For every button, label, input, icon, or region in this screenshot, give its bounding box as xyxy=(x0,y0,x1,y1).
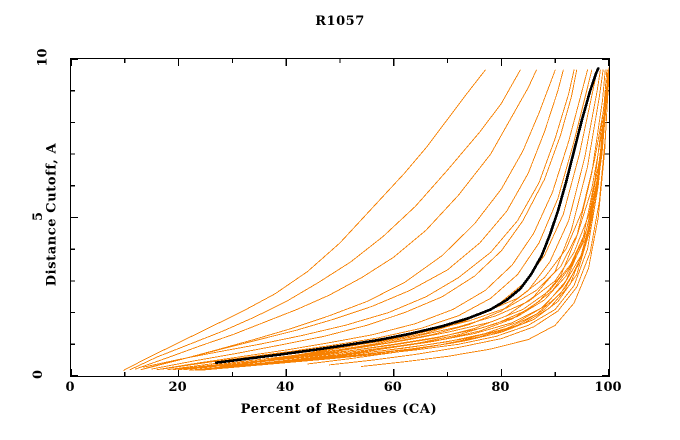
model-curve xyxy=(285,67,609,364)
x-tick-label: 40 xyxy=(276,380,295,395)
x-tick-label: 20 xyxy=(168,380,187,395)
model-curve xyxy=(162,69,593,370)
y-tick-label: 0 xyxy=(31,367,47,382)
model-curve xyxy=(135,69,537,370)
model-curve xyxy=(140,69,556,371)
y-tick-label-text: 0 xyxy=(31,369,47,380)
model-curve xyxy=(167,69,598,371)
x-tick-label: 0 xyxy=(65,380,75,395)
model-curve xyxy=(361,67,609,367)
y-axis-title: Distance Cutoff, A xyxy=(44,142,60,287)
model-curve xyxy=(172,69,601,371)
plot-area xyxy=(70,58,610,377)
model-curve xyxy=(129,69,521,371)
model-curve xyxy=(253,67,609,363)
y-tick-label: 10 xyxy=(34,48,52,67)
model-curve xyxy=(205,68,609,371)
reference-curve xyxy=(214,67,600,364)
axis-ticks-group xyxy=(71,59,609,376)
model-curve xyxy=(231,67,609,366)
model-curve xyxy=(242,67,609,364)
model-curve xyxy=(145,69,564,369)
model-curve xyxy=(123,69,486,371)
x-tick-label: 60 xyxy=(383,380,402,395)
y-tick-label-text: 10 xyxy=(35,48,51,67)
model-curve xyxy=(188,69,608,371)
x-tick-label: 80 xyxy=(491,380,510,395)
model-curve xyxy=(143,69,575,368)
plot-lines-svg xyxy=(71,59,609,376)
model-curve xyxy=(151,69,578,370)
chart-title: R1057 xyxy=(315,14,365,29)
model-curve xyxy=(307,67,609,365)
model-curve xyxy=(199,69,609,371)
model-curve xyxy=(183,69,606,371)
data-series-group xyxy=(123,67,609,371)
y-tick-label: 5 xyxy=(31,209,46,224)
x-axis-title: Percent of Residues (CA) xyxy=(240,402,438,417)
x-tick-label: 100 xyxy=(594,380,622,395)
model-curve xyxy=(156,69,588,371)
